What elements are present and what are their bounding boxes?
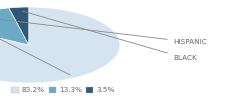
Text: WHITE: WHITE [0,9,70,75]
Wedge shape [9,7,29,45]
Text: BLACK: BLACK [22,11,197,61]
Wedge shape [0,7,120,83]
Text: HISPANIC: HISPANIC [0,17,207,45]
Legend: 83.2%, 13.3%, 3.5%: 83.2%, 13.3%, 3.5% [8,84,118,96]
Wedge shape [0,8,29,45]
